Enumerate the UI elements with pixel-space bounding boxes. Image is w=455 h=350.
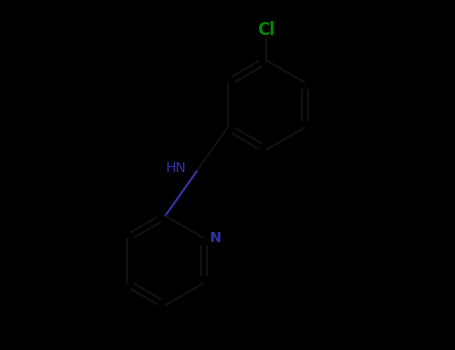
Text: N: N [210,231,222,245]
Text: Cl: Cl [258,21,275,39]
Text: HN: HN [166,161,187,175]
